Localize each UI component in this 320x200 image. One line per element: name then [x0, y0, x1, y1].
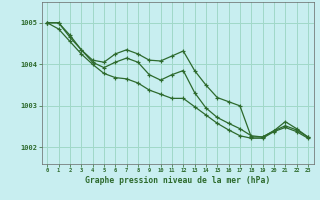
X-axis label: Graphe pression niveau de la mer (hPa): Graphe pression niveau de la mer (hPa): [85, 176, 270, 185]
